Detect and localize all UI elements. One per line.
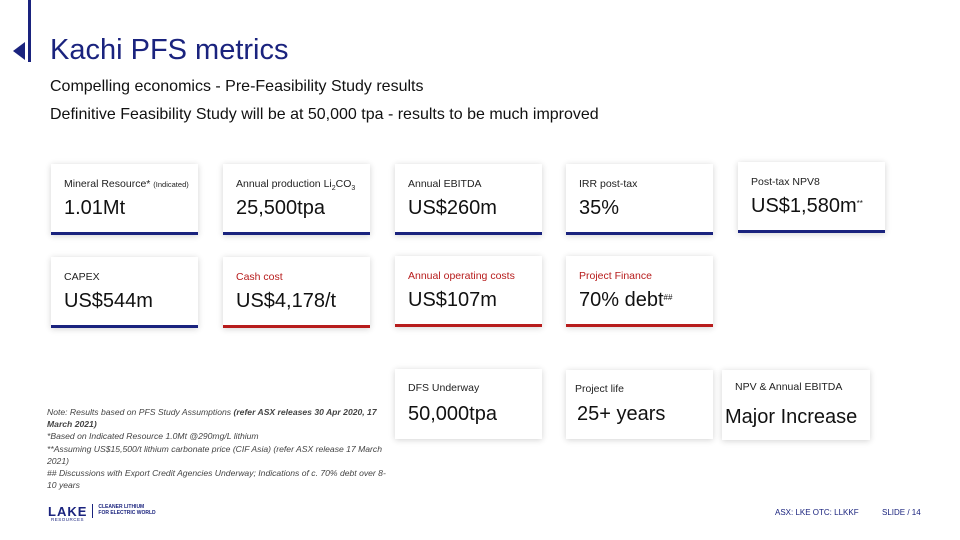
card-label: Post-tax NPV8 xyxy=(751,176,820,188)
footnotes: Note: Results based on PFS Study Assumpt… xyxy=(47,406,387,491)
card-value: US$260m xyxy=(408,197,497,219)
card-label: Annual EBITDA xyxy=(408,178,482,190)
card-capex: CAPEX US$544m xyxy=(51,257,198,328)
card-irr: IRR post-tax 35% xyxy=(566,164,713,235)
accent-triangle xyxy=(13,42,25,60)
card-annual-ebitda: Annual EBITDA US$260m xyxy=(395,164,542,235)
card-annual-production: Annual production Li2CO3 25,500tpa xyxy=(223,164,370,235)
logo-wordmark: LAKE xyxy=(48,504,88,519)
card-value: Major Increase xyxy=(725,406,858,428)
card-operating-costs: Annual operating costs US$107m xyxy=(395,256,542,327)
card-value: US$107m xyxy=(408,289,497,311)
card-label: NPV & Annual EBITDA xyxy=(735,381,843,393)
card-label: Annual production Li2CO3 xyxy=(236,178,356,193)
note-line: ## Discussions with Export Credit Agenci… xyxy=(47,468,386,491)
logo-subtext: RESOURCES xyxy=(51,517,85,522)
card-value: 1.01Mt xyxy=(64,197,126,219)
card-dfs-underway: DFS Underway 50,000tpa xyxy=(395,369,542,439)
card-cash-cost: Cash cost US$4,178/t xyxy=(223,257,370,328)
card-value: US$544m xyxy=(64,290,153,312)
company-logo: LAKE CLEANER LITHIUM FOR ELECTRIC WORLD RE… xyxy=(48,503,156,522)
card-label: DFS Underway xyxy=(408,382,480,394)
card-label: Project Finance xyxy=(579,270,652,282)
note-line: Note: Results based on PFS Study Assumpt… xyxy=(47,407,377,430)
card-project-life: Project life 25+ years xyxy=(566,370,713,439)
card-project-finance: Project Finance 70% debt## xyxy=(566,256,713,327)
note-line: **Assuming US$15,500/t lithium carbonate… xyxy=(47,443,382,466)
card-label: IRR post-tax xyxy=(579,178,638,190)
card-label: Mineral Resource* (Indicated) xyxy=(64,178,189,190)
card-mineral-resource: Mineral Resource* (Indicated) 1.01Mt xyxy=(51,164,198,235)
card-value: 35% xyxy=(579,197,620,219)
card-value: US$4,178/t xyxy=(236,290,337,312)
card-npv: Post-tax NPV8 US$1,580m** xyxy=(738,162,885,233)
slide-title: Kachi PFS metrics xyxy=(50,34,289,66)
card-value: 25,500tpa xyxy=(236,197,325,219)
slide-subtitle-2: Definitive Feasibility Study will be at … xyxy=(50,106,599,123)
card-value: 50,000tpa xyxy=(408,403,497,425)
slide-number: SLIDE / 14 xyxy=(882,508,921,517)
slide-subtitle-1: Compelling economics - Pre-Feasibility S… xyxy=(50,78,424,95)
card-label: Project life xyxy=(575,383,625,395)
logo-tagline: CLEANER LITHIUM FOR ELECTRIC WORLD xyxy=(98,504,156,516)
card-npv-ebitda: NPV & Annual EBITDA Major Increase xyxy=(722,370,870,440)
card-label: Annual operating costs xyxy=(408,270,515,282)
accent-bar xyxy=(28,0,31,62)
card-value: 25+ years xyxy=(577,403,666,425)
footer-tickers: ASX: LKE OTC: LLKKF xyxy=(775,508,859,517)
card-value: US$1,580m** xyxy=(751,195,863,217)
logo-divider xyxy=(92,504,94,518)
note-line: *Based on Indicated Resource 1.0Mt @290m… xyxy=(47,431,259,442)
card-value: 70% debt## xyxy=(579,289,673,311)
card-label: CAPEX xyxy=(64,271,100,283)
card-label: Cash cost xyxy=(236,271,283,283)
